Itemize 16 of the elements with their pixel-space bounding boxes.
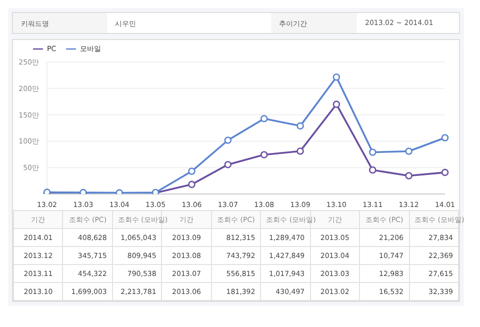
point [405, 172, 412, 180]
point [441, 134, 449, 142]
point [441, 168, 449, 176]
point [368, 148, 376, 156]
point [296, 147, 304, 155]
point [188, 168, 196, 175]
point [260, 114, 268, 122]
point [332, 73, 340, 81]
point [332, 100, 340, 108]
point [405, 148, 412, 155]
point [224, 136, 232, 144]
point [188, 180, 196, 188]
point [296, 122, 304, 130]
point [224, 160, 232, 168]
point [368, 166, 376, 174]
point [260, 151, 268, 158]
